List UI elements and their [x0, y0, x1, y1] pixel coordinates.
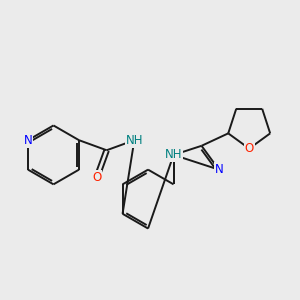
Text: NH: NH: [165, 148, 182, 161]
Text: O: O: [244, 142, 254, 155]
Text: N: N: [24, 134, 32, 147]
Text: N: N: [215, 163, 224, 176]
Text: O: O: [92, 171, 101, 184]
Text: NH: NH: [126, 134, 143, 147]
